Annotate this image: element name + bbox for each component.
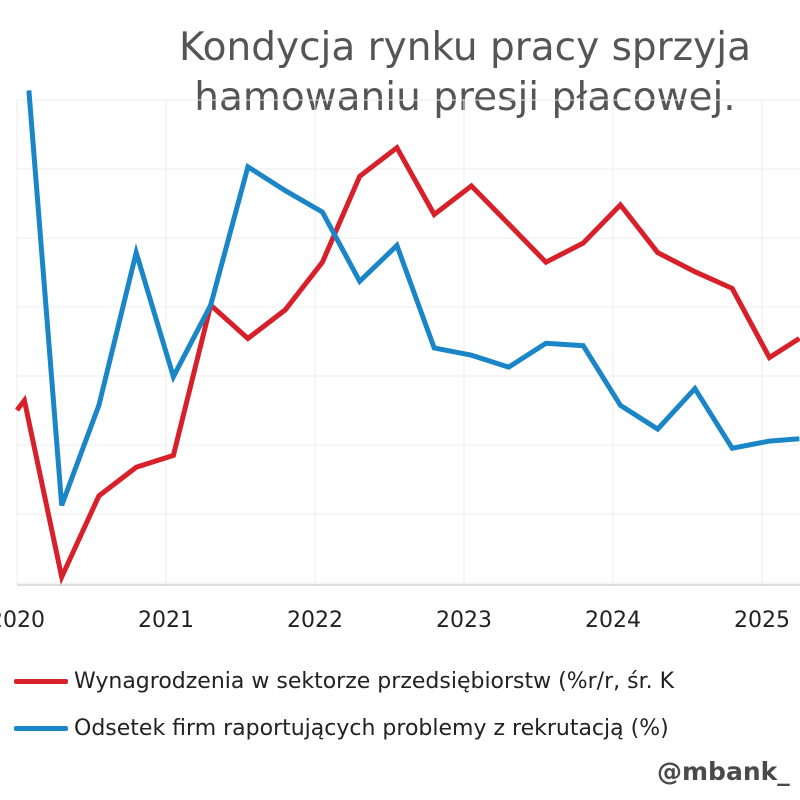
chart-title-line-1: Kondycja rynku pracy sprzyja bbox=[179, 25, 751, 70]
data-point bbox=[545, 342, 547, 344]
series-line-wages bbox=[15, 143, 800, 585]
x-tick-label: 2021 bbox=[138, 608, 194, 633]
chart-title-line-2: hamowaniu presji płacowej. bbox=[194, 75, 736, 120]
legend-swatch-recruitment bbox=[14, 725, 68, 731]
data-point bbox=[135, 252, 137, 254]
data-point bbox=[135, 466, 137, 468]
data-point bbox=[470, 354, 472, 356]
data-point bbox=[582, 345, 584, 347]
data-point bbox=[61, 504, 63, 506]
data-point bbox=[61, 576, 63, 578]
data-point bbox=[470, 185, 472, 187]
legend-label-recruitment: Odsetek firm raportujących problemy z re… bbox=[74, 715, 669, 741]
x-tick-label: 2024 bbox=[585, 608, 641, 633]
data-point bbox=[172, 376, 174, 378]
data-point bbox=[16, 409, 18, 411]
data-point bbox=[98, 404, 100, 406]
data-point bbox=[694, 271, 696, 273]
data-point bbox=[545, 261, 547, 263]
data-point bbox=[172, 454, 174, 456]
data-point bbox=[657, 428, 659, 430]
data-point bbox=[284, 190, 286, 192]
data-point bbox=[694, 388, 696, 390]
x-tick-label: 2025 bbox=[734, 608, 790, 633]
series-lines bbox=[15, 89, 800, 585]
data-point bbox=[321, 261, 323, 263]
data-point bbox=[768, 357, 770, 359]
x-tick-label: 2023 bbox=[436, 608, 492, 633]
legend-item-wages: Wynagrodzenia w sektorze przedsiębiorstw… bbox=[14, 666, 674, 696]
data-point bbox=[582, 242, 584, 244]
author-handle: @mbank_ bbox=[657, 757, 790, 786]
data-point bbox=[321, 211, 323, 213]
data-point bbox=[433, 347, 435, 349]
data-point bbox=[508, 366, 510, 368]
legend-label-wages: Wynagrodzenia w sektorze przedsiębiorstw… bbox=[74, 668, 675, 694]
data-point bbox=[396, 147, 398, 149]
data-point bbox=[657, 252, 659, 254]
data-point bbox=[731, 447, 733, 449]
data-point bbox=[247, 166, 249, 168]
data-point bbox=[247, 338, 249, 339]
data-point bbox=[396, 244, 398, 246]
data-point bbox=[284, 309, 286, 311]
data-point bbox=[359, 175, 361, 177]
legend-swatch-wages bbox=[14, 678, 68, 684]
data-point bbox=[98, 495, 100, 497]
data-point bbox=[768, 440, 770, 442]
grid-lines bbox=[16, 99, 800, 585]
data-point bbox=[28, 89, 30, 91]
data-point bbox=[619, 204, 621, 206]
data-point bbox=[619, 404, 621, 406]
x-tick-label: 2022 bbox=[287, 608, 343, 633]
data-point bbox=[731, 287, 733, 289]
data-point bbox=[23, 400, 25, 402]
data-point bbox=[359, 280, 361, 282]
data-point bbox=[508, 223, 510, 225]
legend-item-recruitment: Odsetek firm raportujących problemy z re… bbox=[14, 713, 669, 743]
series-line-recruitment bbox=[26, 90, 800, 507]
data-point bbox=[210, 304, 212, 306]
data-point bbox=[433, 213, 435, 215]
